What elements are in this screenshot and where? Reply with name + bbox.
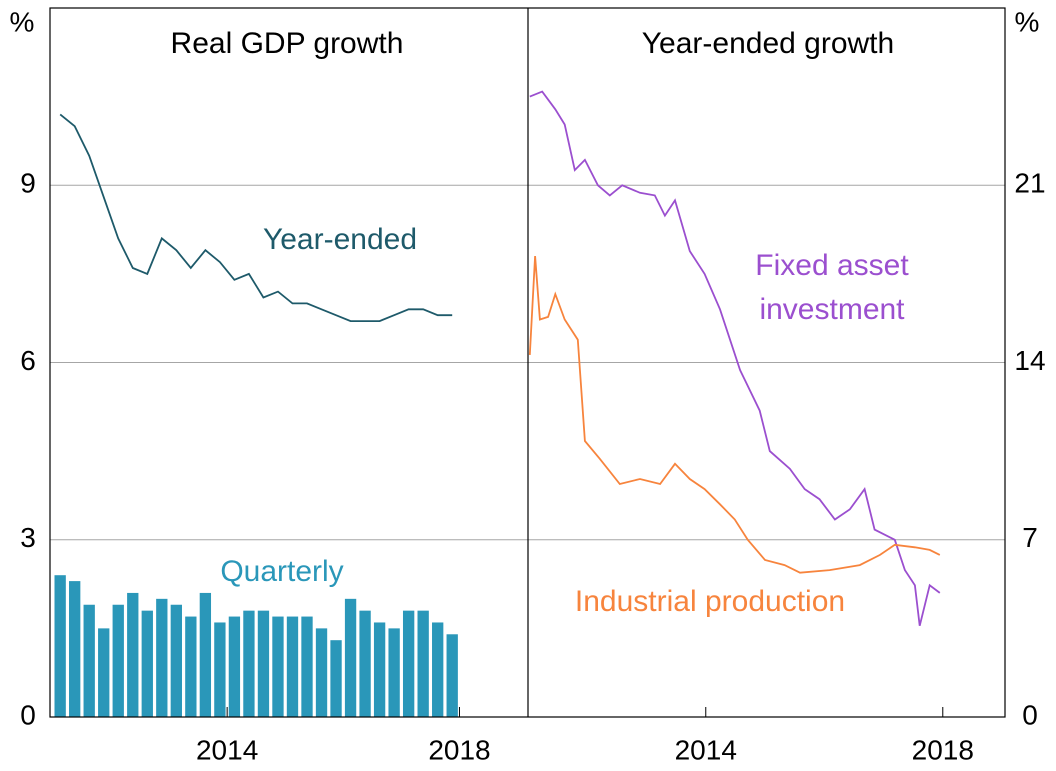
bar	[170, 604, 182, 717]
bar	[301, 616, 313, 717]
y-tick-label: 21	[1014, 168, 1045, 199]
y-tick-label: 0	[20, 699, 36, 730]
series-label: Industrial production	[574, 585, 846, 618]
bar	[54, 575, 66, 717]
x-tick-label: 2018	[428, 734, 490, 765]
x-tick-label: 2018	[912, 734, 974, 765]
bar	[388, 628, 400, 717]
y-unit: %	[1015, 6, 1040, 37]
panel-title: Year-ended growth	[642, 27, 894, 60]
y-tick-label: 7	[1022, 522, 1038, 553]
bar	[257, 610, 270, 717]
bar	[344, 598, 357, 717]
x-tick-label: 2014	[675, 734, 737, 765]
x-tick-label: 2014	[196, 734, 258, 765]
bar	[185, 616, 197, 717]
bar	[141, 610, 153, 717]
bar	[272, 616, 284, 717]
series-label: Quarterly	[220, 555, 344, 588]
bar	[127, 592, 139, 717]
bar	[228, 616, 241, 717]
y-unit: %	[10, 6, 35, 37]
bar	[432, 622, 444, 717]
line	[529, 90, 941, 627]
bar	[98, 628, 110, 717]
bar	[402, 610, 415, 717]
bar	[330, 640, 342, 717]
bar	[417, 610, 429, 717]
series-label: Year-ended	[262, 223, 418, 256]
line	[59, 113, 453, 322]
bar	[286, 616, 299, 717]
bar	[83, 604, 95, 717]
bar	[214, 622, 226, 717]
bar	[359, 610, 371, 717]
y-tick-label: 3	[20, 522, 36, 553]
panel-title: Real GDP growth	[171, 27, 404, 60]
bar	[373, 622, 386, 717]
bar	[112, 604, 124, 717]
series-label: Fixed asset investment	[755, 249, 909, 326]
bar	[199, 592, 212, 717]
y-tick-label: 6	[20, 345, 36, 376]
bar	[69, 581, 81, 717]
y-tick-label: 9	[20, 168, 36, 199]
bar	[243, 610, 255, 717]
y-tick-label: 14	[1014, 345, 1045, 376]
bar	[315, 628, 328, 717]
y-tick-label: 0	[1022, 699, 1038, 730]
line	[528, 256, 941, 574]
bar	[446, 634, 458, 717]
bar	[156, 598, 168, 717]
